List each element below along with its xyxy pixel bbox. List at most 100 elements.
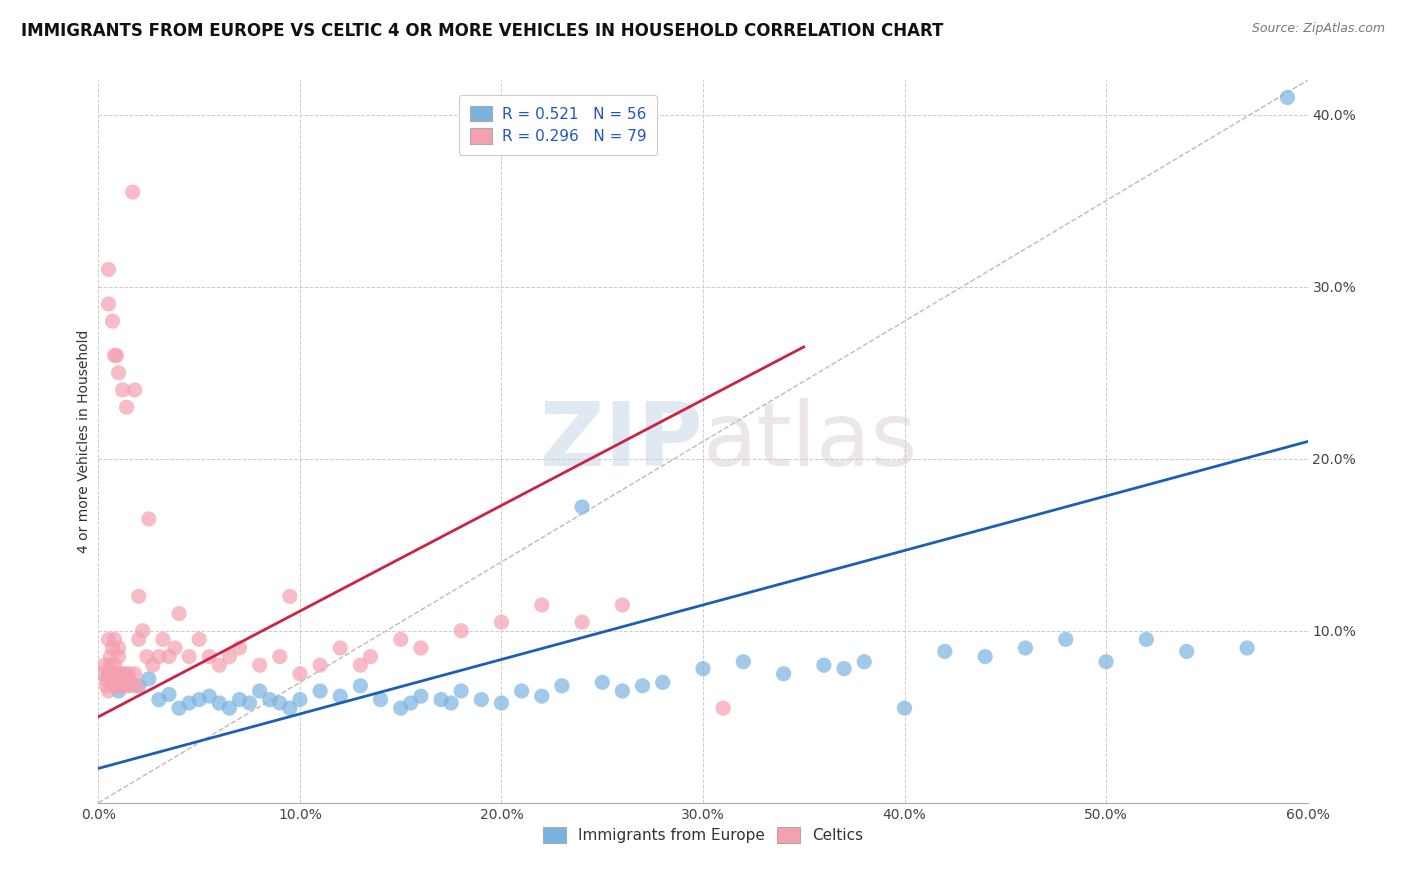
Point: [148, 692, 170, 706]
Point: [208, 696, 231, 710]
Point: [96, 679, 118, 693]
Point: [772, 666, 794, 681]
Point: [105, 349, 128, 363]
Point: [128, 679, 150, 693]
Point: [135, 649, 157, 664]
Point: [612, 598, 634, 612]
Point: [97, 684, 120, 698]
Point: [198, 649, 221, 664]
Point: [389, 701, 412, 715]
Point: [440, 696, 463, 710]
Point: [813, 658, 835, 673]
Point: [100, 649, 122, 664]
Point: [110, 679, 132, 693]
Text: atlas: atlas: [703, 398, 918, 485]
Point: [329, 640, 352, 655]
Point: [121, 185, 143, 199]
Legend: Immigrants from Europe, Celtics: Immigrants from Europe, Celtics: [537, 822, 869, 849]
Point: [101, 314, 124, 328]
Point: [142, 658, 165, 673]
Point: [128, 590, 150, 604]
Point: [97, 262, 120, 277]
Point: [118, 675, 141, 690]
Point: [100, 666, 122, 681]
Point: [349, 658, 371, 673]
Point: [107, 640, 129, 655]
Point: [97, 297, 120, 311]
Point: [100, 658, 122, 673]
Point: [249, 658, 271, 673]
Point: [591, 675, 613, 690]
Point: [163, 640, 186, 655]
Point: [107, 366, 129, 380]
Point: [571, 615, 593, 630]
Point: [360, 649, 382, 664]
Point: [409, 689, 432, 703]
Point: [167, 701, 190, 715]
Point: [125, 679, 148, 693]
Point: [491, 696, 513, 710]
Point: [208, 658, 231, 673]
Point: [309, 684, 332, 698]
Point: [269, 649, 291, 664]
Point: [832, 662, 855, 676]
Point: [1175, 644, 1198, 658]
Point: [107, 679, 129, 693]
Point: [111, 679, 134, 693]
Text: IMMIGRANTS FROM EUROPE VS CELTIC 4 OR MORE VEHICLES IN HOUSEHOLD CORRELATION CHA: IMMIGRANTS FROM EUROPE VS CELTIC 4 OR MO…: [21, 22, 943, 40]
Point: [450, 624, 472, 638]
Point: [733, 655, 755, 669]
Point: [97, 666, 120, 681]
Point: [188, 692, 211, 706]
Point: [152, 632, 174, 647]
Point: [288, 666, 311, 681]
Point: [107, 649, 129, 664]
Point: [853, 655, 876, 669]
Y-axis label: 4 or more Vehicles in Household: 4 or more Vehicles in Household: [77, 330, 91, 553]
Point: [651, 675, 673, 690]
Point: [167, 607, 190, 621]
Point: [157, 649, 180, 664]
Point: [551, 679, 574, 693]
Point: [893, 701, 915, 715]
Point: [491, 615, 513, 630]
Point: [228, 640, 250, 655]
Text: Source: ZipAtlas.com: Source: ZipAtlas.com: [1251, 22, 1385, 36]
Point: [399, 696, 422, 710]
Point: [510, 684, 533, 698]
Point: [1014, 640, 1036, 655]
Point: [93, 658, 115, 673]
Point: [288, 692, 311, 706]
Point: [409, 640, 432, 655]
Point: [278, 590, 301, 604]
Point: [430, 692, 453, 706]
Point: [934, 644, 956, 658]
Point: [530, 689, 553, 703]
Point: [103, 632, 125, 647]
Point: [110, 672, 132, 686]
Point: [1095, 655, 1118, 669]
Point: [138, 512, 160, 526]
Point: [96, 672, 118, 686]
Point: [107, 684, 129, 698]
Point: [218, 701, 240, 715]
Point: [148, 649, 170, 664]
Point: [1236, 640, 1258, 655]
Point: [118, 672, 141, 686]
Point: [103, 349, 125, 363]
Point: [107, 666, 129, 681]
Point: [138, 672, 160, 686]
Point: [269, 696, 291, 710]
Point: [188, 632, 211, 647]
Point: [120, 679, 142, 693]
Point: [132, 624, 155, 638]
Point: [101, 675, 124, 690]
Point: [571, 500, 593, 514]
Point: [239, 696, 262, 710]
Point: [228, 692, 250, 706]
Point: [128, 632, 150, 647]
Point: [329, 689, 352, 703]
Point: [370, 692, 392, 706]
Point: [157, 687, 180, 701]
Point: [103, 666, 125, 681]
